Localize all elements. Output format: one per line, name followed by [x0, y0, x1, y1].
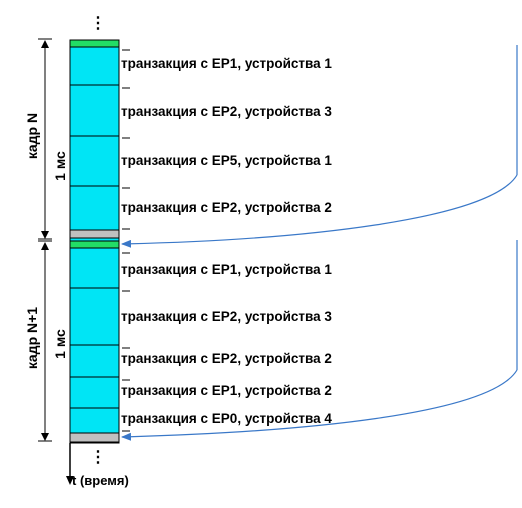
bottom-ellipsis: ⋮ — [90, 449, 106, 466]
frame-n-transaction-1: транзакция с EP1, устройства 1 — [121, 56, 332, 71]
frame-n1-transaction-3: транзакция с EP2, устройства 2 — [121, 351, 332, 366]
time-axis-label: t (время) — [72, 473, 129, 488]
frame-n1-transaction-4: транзакция с EP1, устройства 2 — [121, 383, 332, 398]
frame-n-eof-marker — [69, 229, 120, 239]
frame-n-sof-marker — [69, 39, 120, 48]
repeat-arrow-2 — [121, 369, 518, 441]
frame-n1-sof-marker — [69, 240, 120, 249]
frame-n-transaction-3: транзакция с EP5, устройства 1 — [121, 153, 332, 168]
frame-n-transaction-4: транзакция с EP2, устройства 2 — [121, 200, 332, 215]
frame-n-transaction-2: транзакция с EP2, устройства 3 — [121, 104, 332, 119]
top-ellipsis: ⋮ — [90, 15, 106, 32]
frame-n-label: кадр N — [24, 112, 40, 160]
frame-n1-transaction-2: транзакция с EP2, устройства 3 — [121, 309, 332, 324]
frame-n1-transaction-1: транзакция с EP1, устройства 1 — [121, 262, 332, 277]
frame-n1-transaction-5: транзакция с EP0, устройства 4 — [121, 411, 332, 426]
frame-n-duration: 1 мс — [52, 151, 68, 181]
frame-n1-eof-marker — [69, 432, 120, 443]
repeat-arrow-1 — [121, 174, 518, 248]
frame-n1-label: кадр N+1 — [24, 306, 40, 370]
time-axis-arrow — [66, 476, 74, 485]
frame-n1-duration: 1 мс — [52, 329, 68, 359]
